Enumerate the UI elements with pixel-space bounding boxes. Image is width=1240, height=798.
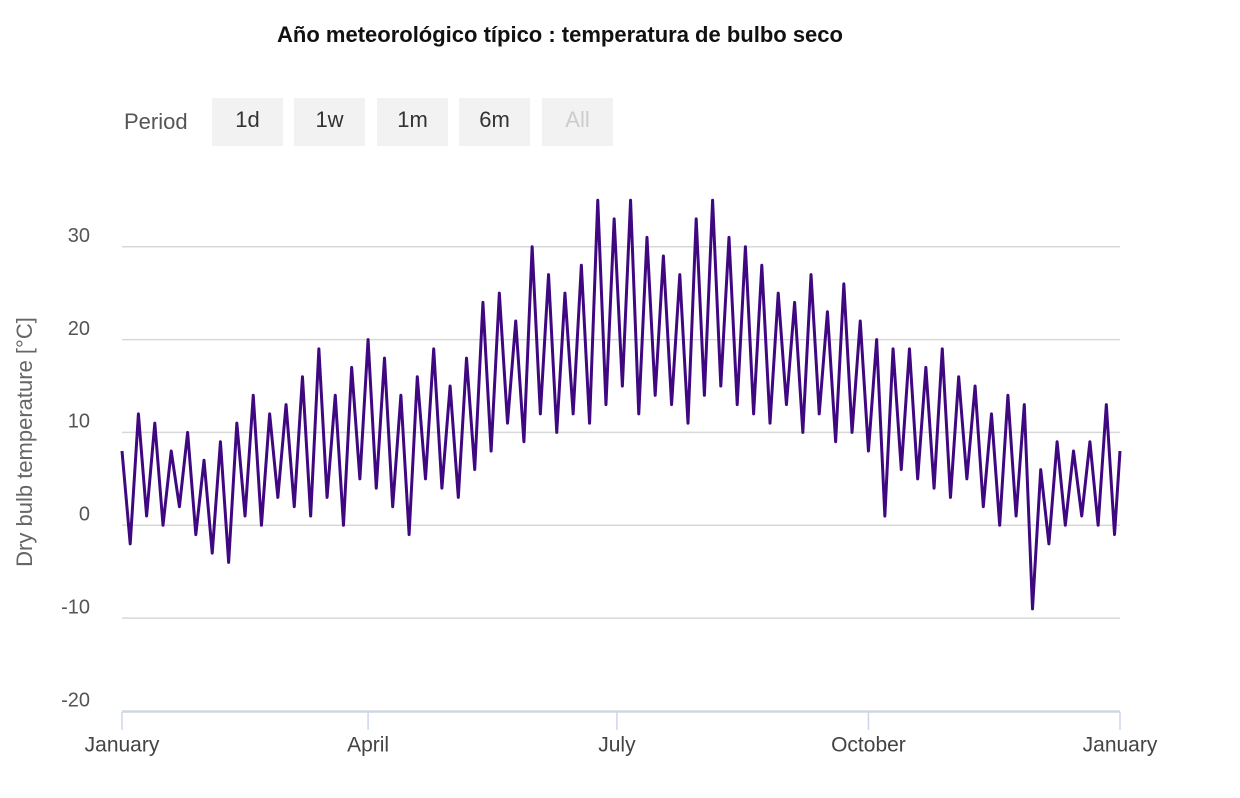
line	[120, 198, 1122, 611]
range-label: Period	[124, 109, 188, 134]
range-button-label[interactable]: 1w	[315, 107, 343, 132]
y-tick-label: 0	[79, 504, 90, 526]
range-button[interactable]	[294, 98, 365, 146]
y-tick-label: 10	[68, 411, 90, 433]
y-axis-title: Dry bulb temperature [°C]	[12, 317, 37, 567]
x-tick-label: October	[831, 734, 906, 757]
x-tick-label: January	[85, 734, 160, 757]
y-tick-label: -10	[61, 596, 90, 618]
x-tick-label: July	[598, 734, 636, 757]
range-button[interactable]	[377, 98, 448, 146]
range-button-label[interactable]: 1d	[235, 107, 259, 132]
range-button[interactable]	[212, 98, 283, 146]
range-button[interactable]	[459, 98, 530, 146]
range-button[interactable]	[542, 98, 613, 146]
x-tick-label: January	[1083, 734, 1158, 757]
range-button-label[interactable]: All	[565, 107, 589, 132]
chart-title: Año meteorológico típico : temperatura d…	[277, 22, 843, 47]
y-tick-label: 30	[68, 225, 90, 247]
range-button-label[interactable]: 1m	[397, 107, 428, 132]
x-tick-label: April	[347, 734, 389, 757]
y-tick-label: 20	[68, 318, 90, 340]
range-buttons: 1d 1w 1m 6m All	[212, 98, 613, 146]
y-tick-label: -20	[61, 689, 90, 711]
range-button-label[interactable]: 6m	[479, 107, 510, 132]
